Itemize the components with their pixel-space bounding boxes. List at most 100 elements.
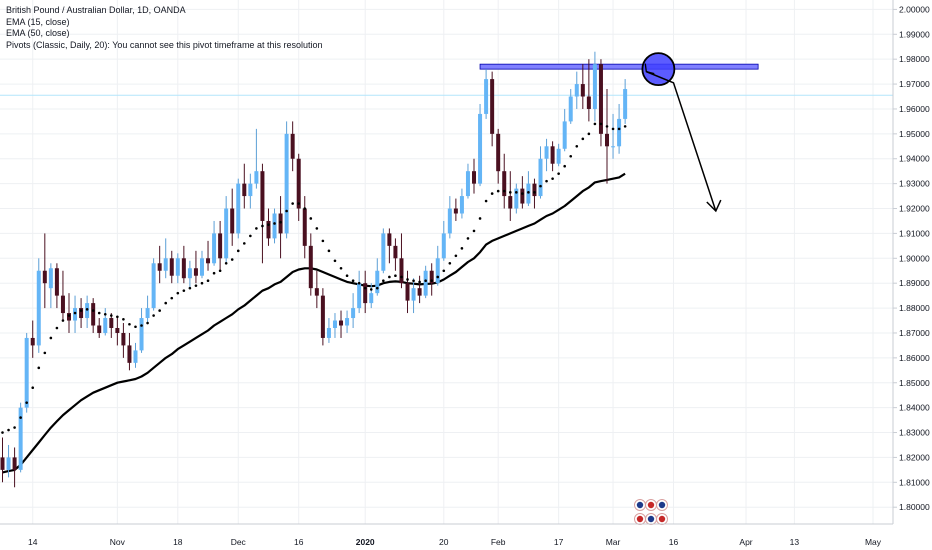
candle-74	[447, 196, 452, 239]
x-tick-label-11: Apr	[739, 537, 752, 547]
candle-57	[345, 310, 350, 333]
candle-body-49	[296, 158, 301, 209]
candle-body-96	[580, 84, 585, 97]
candle-body-41	[248, 183, 253, 197]
legend-symbol[interactable]: British Pound / Australian Dollar, 1D, O…	[6, 5, 186, 15]
ema15-dot-82	[496, 189, 500, 193]
candle-31	[187, 260, 192, 289]
ema15-dot-29	[176, 291, 180, 295]
candle-body-1	[6, 457, 11, 470]
candle-body-73	[441, 233, 446, 259]
ema15-dot-88	[533, 191, 536, 194]
candle-35	[212, 220, 217, 266]
candle-body-101	[611, 146, 616, 148]
x-tick-label-6: 20	[439, 537, 449, 547]
y-tick-label-3: 1.83000	[899, 428, 930, 438]
candle-body-26	[157, 263, 162, 271]
legend-ema15[interactable]: EMA (15, close)	[6, 16, 70, 27]
candle-body-98	[592, 64, 597, 109]
x-tick-label-7: Feb	[491, 537, 506, 547]
ema15-dot-80	[484, 199, 488, 203]
ema15-dot-92	[557, 172, 560, 175]
x-tick-label-8: 17	[554, 537, 564, 547]
y-tick-label-7: 1.87000	[899, 328, 930, 338]
candle-89	[538, 146, 543, 199]
candle-21	[127, 332, 132, 371]
ema15-dot-44	[267, 223, 270, 226]
ema15-dot-58	[351, 279, 355, 283]
candle-body-45	[272, 213, 277, 239]
ema15-dot-60	[363, 286, 367, 290]
resistance-zone	[479, 63, 759, 70]
candle-79	[478, 103, 483, 187]
candle-78	[472, 158, 477, 194]
legend-ema50[interactable]: EMA (50, close)	[6, 28, 70, 38]
y-tick-label-12: 1.92000	[899, 204, 930, 214]
ema15-dot-5	[31, 386, 35, 390]
candle-body-36	[218, 233, 223, 259]
ema15-dot-16	[97, 311, 101, 315]
candle-body-32	[193, 268, 198, 276]
candle-body-102	[617, 118, 622, 147]
candle-body-39	[236, 183, 241, 234]
candle-body-72	[435, 258, 440, 284]
candle-body-69	[417, 288, 422, 296]
candle-32	[193, 250, 198, 284]
candle-44	[266, 208, 271, 246]
ema15-dot-51	[309, 217, 313, 220]
ema15-dot-90	[545, 179, 548, 183]
x-tick-label-12: 13	[790, 537, 800, 547]
ema15-dot-55	[333, 259, 337, 263]
ema15-dot-47	[285, 209, 288, 213]
candle-95	[574, 71, 579, 109]
candle-body-68	[411, 288, 416, 301]
candle-91	[550, 141, 555, 172]
ema15-dot-26	[158, 309, 161, 312]
ema15-dot-45	[273, 222, 276, 225]
ema15-dot-57	[345, 274, 349, 278]
candle-103	[623, 79, 628, 124]
candle-body-53	[320, 295, 325, 338]
ema15-dot-3	[19, 416, 22, 419]
candle-24	[145, 295, 150, 324]
candle-10	[60, 270, 65, 321]
candle-body-21	[127, 345, 132, 363]
projection-arrow-head	[706, 199, 722, 213]
candle-98	[592, 51, 597, 122]
candle-13	[79, 298, 84, 328]
candle-body-57	[345, 318, 350, 326]
candle-body-20	[121, 332, 126, 346]
y-tick-label-9: 1.89000	[899, 278, 930, 288]
y-tick-label-2: 1.82000	[899, 452, 930, 462]
candle-6	[36, 258, 41, 353]
candle-body-33	[199, 258, 204, 276]
ema15-dot-1	[7, 428, 10, 432]
candle-93	[562, 108, 567, 152]
candle-body-23	[139, 318, 144, 351]
candle-23	[139, 308, 144, 353]
candle-7	[42, 233, 47, 309]
y-tick-label-20: 2.00000	[899, 4, 930, 14]
ema15-dot-22	[134, 325, 137, 329]
ema15-dot-17	[103, 313, 107, 316]
y-tick-label-17: 1.97000	[899, 79, 930, 89]
legend-pivots[interactable]: Pivots (Classic, Daily, 20): You cannot …	[6, 39, 323, 50]
ema15-dot-31	[188, 286, 192, 290]
ema15-dot-72	[436, 275, 440, 279]
event-flag-icon	[658, 501, 666, 509]
event-flag-icon	[647, 501, 655, 509]
candle-0	[0, 437, 5, 483]
candle-body-54	[326, 327, 331, 338]
ema15-dot-78	[472, 229, 476, 233]
candle-94	[568, 89, 573, 124]
candle-66	[399, 233, 404, 289]
candle-19	[115, 318, 120, 346]
y-tick-label-1: 1.81000	[899, 477, 930, 487]
candle-body-38	[230, 208, 235, 234]
candle-body-17	[103, 318, 108, 333]
candle-49	[296, 153, 301, 221]
ema15-dot-103	[623, 125, 627, 128]
event-markers	[634, 499, 668, 525]
